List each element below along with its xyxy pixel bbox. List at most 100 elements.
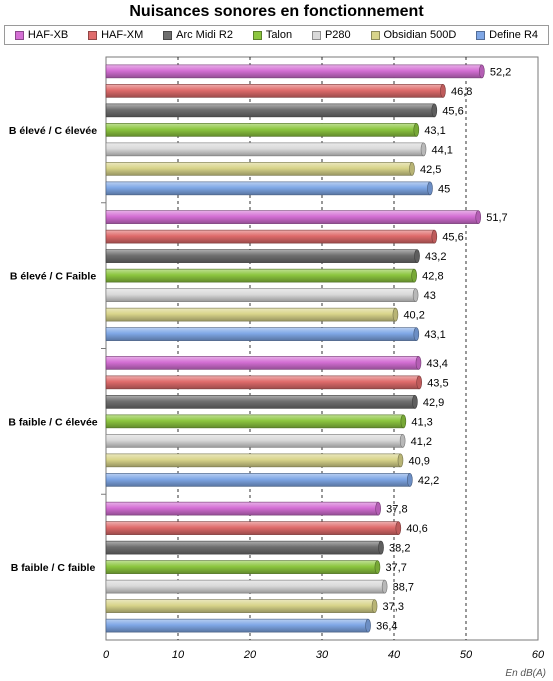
bar <box>105 414 404 429</box>
legend-label: Define R4 <box>489 29 539 41</box>
bar-cap <box>371 599 378 613</box>
data-label: 42,8 <box>422 271 443 283</box>
data-label: 45 <box>438 183 450 195</box>
bar <box>105 395 416 409</box>
bar <box>105 356 419 370</box>
bar-cap <box>431 229 438 244</box>
legend-swatch <box>163 30 173 40</box>
bar <box>105 618 369 633</box>
x-tick-label: 40 <box>388 649 401 661</box>
bar-cap <box>475 210 482 224</box>
bar-cap <box>374 560 381 574</box>
legend-item: HAF-XM <box>88 29 143 41</box>
bar-cap <box>407 473 413 487</box>
data-label: 43,1 <box>424 329 445 341</box>
category-label: B élevé / C Faible <box>10 271 97 283</box>
bar <box>105 64 483 79</box>
bar <box>105 249 418 263</box>
bar <box>105 288 416 302</box>
data-label: 43,1 <box>424 125 445 137</box>
data-label: 40,2 <box>403 310 424 322</box>
category-label: B faible / C faible <box>11 562 96 574</box>
x-tick-label: 0 <box>103 649 110 661</box>
bar <box>105 473 411 487</box>
data-label: 51,7 <box>486 212 507 224</box>
bar <box>105 599 375 613</box>
bar-cap <box>397 453 404 468</box>
category-label: B élevé / C élevée <box>9 125 97 137</box>
data-label: 45,6 <box>442 232 463 244</box>
bar-cap <box>427 181 433 196</box>
bar-cap <box>411 268 417 283</box>
bar-cap <box>381 579 388 594</box>
data-label: 52,2 <box>490 66 511 78</box>
x-axis-label: En dB(A) <box>505 668 546 679</box>
bar-cap <box>400 414 407 429</box>
data-label: 37,8 <box>386 504 407 516</box>
bar-cap <box>365 618 371 633</box>
bar-cap <box>420 142 427 157</box>
x-tick-label: 60 <box>532 649 545 661</box>
legend-swatch <box>14 30 24 40</box>
data-label: 41,2 <box>411 436 432 448</box>
legend-swatch <box>311 30 321 40</box>
x-tick-label: 30 <box>316 649 329 661</box>
bar <box>105 84 444 98</box>
bar <box>105 327 417 341</box>
x-tick-label: 50 <box>460 649 473 661</box>
bar <box>105 229 435 244</box>
legend-item: HAF-XB <box>14 29 68 41</box>
bar <box>105 268 415 283</box>
bar <box>105 307 396 322</box>
legend-swatch <box>88 30 98 40</box>
x-tick-label: 10 <box>172 649 185 661</box>
bar <box>105 210 479 224</box>
bar <box>105 123 417 137</box>
data-label: 42,5 <box>420 164 441 176</box>
data-label: 43,4 <box>426 358 447 370</box>
bar-cap <box>399 434 406 448</box>
bar <box>105 540 382 555</box>
data-label: 40,9 <box>408 455 429 467</box>
legend-label: Talon <box>265 29 293 41</box>
bar-cap <box>375 501 381 516</box>
x-tick-label: 20 <box>243 649 257 661</box>
legend-label: Obsidian 500D <box>383 29 457 41</box>
legend-item: Obsidian 500D <box>370 29 457 41</box>
bar-cap <box>440 84 446 98</box>
bar-cap <box>413 123 420 137</box>
bar-cap <box>412 288 419 302</box>
bar-cap <box>479 64 485 79</box>
data-label: 37,7 <box>385 562 406 574</box>
legend-item: Define R4 <box>476 29 538 41</box>
bar <box>105 434 403 448</box>
bar-cap <box>409 162 415 176</box>
bar-cap <box>416 375 423 390</box>
bar-cap <box>415 356 422 370</box>
chart-legend: HAF-XB HAF-XM Arc Midi R2 Talon P280 Obsidian… <box>4 25 549 45</box>
bar-cap <box>414 249 420 263</box>
data-label: 36,4 <box>376 621 397 633</box>
data-label: 46,8 <box>451 86 472 98</box>
chart-title: Nuisances sonores en fonctionnement <box>129 3 424 20</box>
legend-label: HAF-XM <box>101 29 144 41</box>
bar-cap <box>392 307 399 322</box>
legend-swatch <box>370 30 380 40</box>
bar <box>105 162 413 176</box>
category-label: B faible / C élevée <box>8 416 97 428</box>
data-label: 42,2 <box>418 475 439 487</box>
bar <box>105 579 385 594</box>
bar <box>105 142 424 157</box>
bar <box>105 501 379 516</box>
bar-cap <box>431 103 438 118</box>
bar <box>105 560 378 574</box>
legend-swatch <box>252 30 262 40</box>
legend-swatch <box>476 30 486 40</box>
bar-cap <box>378 540 384 555</box>
legend-label: Arc Midi R2 <box>176 29 233 41</box>
legend-item: Arc Midi R2 <box>163 29 233 41</box>
data-label: 43 <box>424 290 436 302</box>
legend-item: Talon <box>252 29 293 41</box>
bar-cap <box>395 521 402 535</box>
legend-item: P280 <box>311 29 351 41</box>
